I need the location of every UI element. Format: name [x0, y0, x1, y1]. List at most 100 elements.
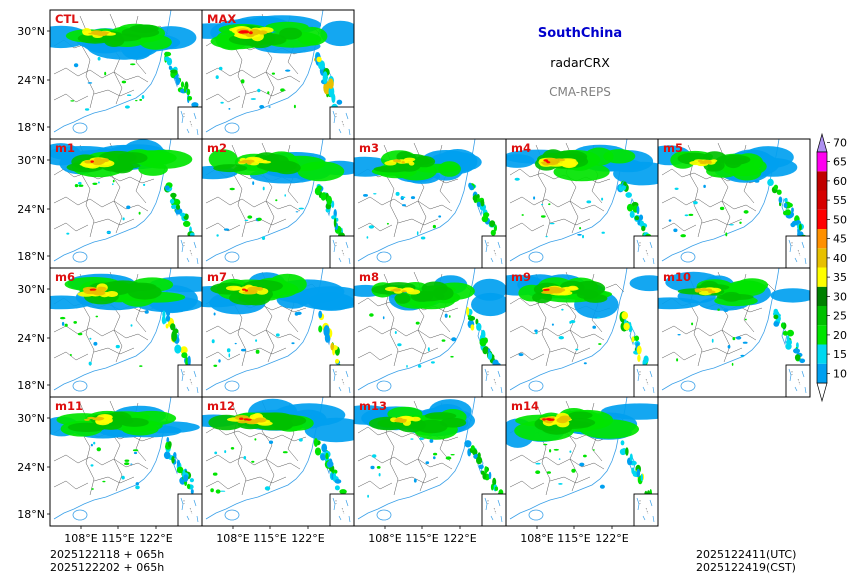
echo-blob	[601, 403, 658, 420]
echo-cell	[293, 104, 296, 109]
panel-m8: m8	[353, 267, 507, 398]
echo-blob	[213, 164, 248, 173]
echo-cell	[677, 334, 681, 336]
echo-cell	[693, 201, 698, 205]
colorbar-swatch	[817, 267, 827, 287]
echo-blob	[139, 34, 172, 50]
echo-cell	[295, 211, 299, 213]
echo-cell	[334, 485, 340, 491]
colorbar-swatch	[817, 363, 827, 383]
echo-cell	[476, 456, 483, 465]
colorbar-level-label: 50	[833, 213, 847, 226]
lon-tick-label: 115°E	[101, 532, 134, 545]
echo-cell	[135, 100, 138, 102]
panel-m10: m10	[657, 267, 811, 398]
echo-cell	[234, 342, 237, 345]
colorbar-level-label: 10	[833, 367, 847, 380]
scs-inset	[785, 364, 811, 398]
echo-cell	[684, 214, 689, 217]
echo-blob	[308, 292, 354, 311]
echo-blob	[603, 149, 636, 164]
colorbar-level-label: 35	[833, 271, 847, 284]
echo-cell	[476, 201, 481, 207]
echo-cell	[430, 361, 435, 364]
echo-cell	[482, 472, 487, 480]
echo-cell	[636, 345, 642, 355]
lon-tick-label: 122°E	[443, 532, 476, 545]
echo-blob	[297, 161, 345, 182]
echo-cell	[640, 473, 643, 482]
colorbar-swatch	[817, 209, 827, 229]
axis-labels: 30°N 24°N 18°N 30°N 24°N 18°N 30°N 24°N 18°N 30°N…	[17, 25, 629, 545]
echo-cell	[729, 224, 734, 226]
echo-blob	[410, 416, 421, 422]
echo-cell	[313, 438, 318, 447]
echo-cell	[211, 339, 215, 344]
echo-blob	[568, 285, 578, 290]
scs-inset	[329, 364, 355, 398]
echo-cell	[575, 348, 579, 351]
variable-title: radarCRX	[550, 55, 610, 70]
init-time: 2025122118 + 065h 2025122202 + 065h	[50, 548, 164, 574]
echo-cell	[186, 483, 191, 490]
colorbar-swatch	[817, 306, 827, 326]
echo-cell	[545, 235, 548, 238]
echo-cell	[625, 192, 632, 198]
panel-label: m8	[359, 270, 379, 284]
lat-tick-label: 18°N	[17, 121, 45, 134]
echo-cell	[264, 486, 271, 491]
echo-blob	[100, 158, 108, 163]
echo-cell	[413, 478, 417, 483]
valid-time-cst: 2025122419(CST)	[696, 561, 796, 574]
colorbar-level-label: 55	[833, 194, 847, 207]
echo-cell	[180, 346, 188, 354]
echo-cell	[322, 71, 328, 84]
echo-cell	[534, 329, 538, 333]
echo-cell	[93, 341, 98, 346]
echo-cell	[691, 322, 694, 326]
echo-cell	[166, 309, 171, 317]
echo-cell	[629, 210, 635, 219]
echo-blob	[100, 31, 108, 35]
echo-cell	[228, 353, 231, 358]
lon-tick-label: 122°E	[291, 532, 324, 545]
echo-blob	[107, 411, 132, 426]
echo-blob	[584, 147, 614, 166]
echo-cell	[163, 451, 171, 460]
echo-cell	[224, 450, 227, 454]
echo-cell	[778, 196, 783, 204]
colorbar-level-label: 40	[833, 252, 847, 265]
echo-cell	[124, 105, 130, 109]
echo-cell	[773, 321, 780, 327]
echo-cell	[143, 183, 146, 186]
echo-cell	[275, 333, 280, 337]
echo-blob	[398, 419, 407, 423]
echo-cell	[450, 355, 454, 358]
echo-cell	[472, 195, 476, 201]
echo-blob	[559, 415, 571, 422]
echo-blob	[255, 417, 267, 423]
echo-cell	[144, 310, 149, 314]
echo-cell	[367, 494, 369, 498]
echo-cell	[186, 88, 191, 96]
echo-cell	[219, 490, 226, 492]
echo-cell	[535, 470, 541, 474]
lon-tick-label: 108°E	[216, 532, 249, 545]
echo-cell	[773, 184, 779, 190]
panel-m6: m6	[49, 267, 203, 398]
echo-cell	[261, 236, 266, 240]
echo-cell	[394, 331, 397, 334]
echo-cell	[629, 453, 633, 462]
echo-cell	[139, 98, 143, 101]
echo-cell	[251, 460, 255, 463]
echo-cell	[369, 313, 374, 317]
colorbar-level-label: 30	[833, 290, 847, 303]
echo-cell	[420, 236, 426, 240]
echo-cell	[425, 461, 430, 465]
echo-blob	[239, 417, 244, 420]
echo-cell	[267, 91, 270, 95]
echo-cell	[558, 458, 561, 460]
echo-cell	[586, 200, 592, 204]
echo-cell	[623, 181, 627, 187]
echo-blob	[279, 27, 302, 40]
